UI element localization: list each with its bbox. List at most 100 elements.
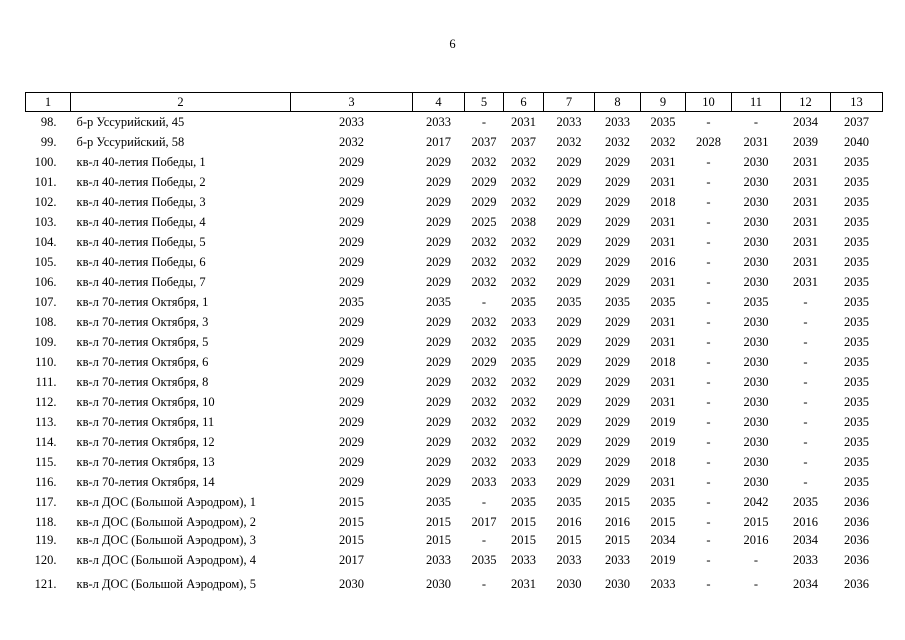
- row-number: 120.: [34, 553, 57, 567]
- year-cell: 2031: [511, 114, 536, 129]
- header-cell: 13: [830, 92, 883, 112]
- year-cell: 2031: [650, 175, 676, 189]
- year-cell: 2031: [650, 375, 676, 389]
- address-cell: кв-л 70-летия Октября, 11: [76, 415, 215, 429]
- year-cell: 2035: [426, 295, 451, 309]
- year-cell: 2032: [471, 155, 497, 169]
- year-cell: 2033: [556, 114, 582, 129]
- year-cell: 2016: [556, 514, 582, 529]
- address-cell: кв-л ДОС (Большой Аэродром), 2: [76, 514, 256, 529]
- row-number: 99.: [40, 135, 57, 149]
- table-row: 108. кв-л 70-летия Октября, 3 2029 2029 2032…: [26, 313, 883, 333]
- year-cell: -: [706, 355, 711, 369]
- table-row: 104. кв-л 40-летия Победы, 5 2029 2029 2032 2…: [26, 233, 883, 253]
- address-cell: кв-л 70-летия Октября, 5: [76, 335, 209, 349]
- year-cell: -: [706, 215, 711, 229]
- year-cell: 2015: [339, 495, 364, 509]
- year-cell: 2032: [511, 395, 536, 409]
- table-row: 120. кв-л ДОС (Большой Аэродром), 4 2017 20…: [26, 550, 883, 572]
- year-cell: 2031: [793, 215, 818, 229]
- year-cell: 2029: [605, 315, 630, 329]
- year-cell: 2018: [650, 455, 676, 469]
- year-cell: 2030: [743, 215, 769, 229]
- header-cell: 12: [780, 92, 831, 112]
- year-cell: 2029: [556, 395, 582, 409]
- year-cell: 2035: [650, 495, 676, 509]
- year-cell: 2032: [511, 155, 536, 169]
- header-cell: 10: [685, 92, 732, 112]
- year-cell: 2038: [511, 215, 536, 229]
- address-cell: кв-л 40-летия Победы, 3: [76, 195, 206, 209]
- year-cell: 2029: [556, 195, 582, 209]
- table-row: 119. кв-л ДОС (Большой Аэродром), 3 2015 20…: [26, 532, 883, 550]
- year-cell: 2030: [743, 275, 769, 289]
- year-cell: 2033: [556, 553, 582, 567]
- year-cell: 2035: [511, 495, 536, 509]
- address-cell: кв-л 40-летия Победы, 5: [76, 235, 206, 249]
- address-cell: кв-л 40-летия Победы, 7: [76, 275, 206, 289]
- year-cell: 2035: [650, 295, 676, 309]
- year-cell: 2029: [339, 375, 364, 389]
- row-number: 113.: [35, 415, 57, 429]
- year-cell: 2032: [471, 395, 497, 409]
- year-cell: 2015: [511, 514, 536, 529]
- year-cell: 2035: [844, 455, 869, 469]
- year-cell: 2029: [605, 175, 630, 189]
- year-cell: 2033: [605, 114, 630, 129]
- year-cell: 2029: [556, 215, 582, 229]
- year-cell: 2029: [605, 375, 630, 389]
- year-cell: 2029: [605, 435, 630, 449]
- year-cell: 2030: [743, 175, 769, 189]
- year-cell: -: [481, 533, 487, 547]
- year-cell: 2035: [650, 114, 676, 129]
- row-number: 103.: [34, 215, 57, 229]
- address-cell: кв-л 40-летия Победы, 1: [76, 155, 206, 169]
- year-cell: -: [803, 395, 808, 409]
- year-cell: 2036: [844, 495, 869, 509]
- year-cell: -: [706, 576, 711, 591]
- year-cell: 2032: [471, 335, 497, 349]
- year-cell: 2033: [471, 475, 497, 489]
- year-cell: -: [706, 415, 711, 429]
- year-cell: 2031: [650, 155, 676, 169]
- year-cell: 2029: [339, 255, 364, 269]
- table-row: 116. кв-л 70-летия Октября, 14 2029 2029 203…: [26, 473, 883, 493]
- year-cell: 2029: [339, 355, 364, 369]
- row-number: 112.: [35, 395, 57, 409]
- year-cell: 2033: [793, 553, 818, 567]
- year-cell: -: [481, 295, 487, 309]
- table-row: 112. кв-л 70-летия Октября, 10 2029 2029 203…: [26, 393, 883, 413]
- year-cell: 2035: [844, 235, 869, 249]
- row-number: 102.: [34, 195, 57, 209]
- year-cell: 2035: [844, 195, 869, 209]
- year-cell: -: [706, 475, 711, 489]
- year-cell: 2030: [605, 576, 630, 591]
- header-cell: 3: [290, 92, 413, 112]
- year-cell: 2031: [793, 195, 818, 209]
- year-cell: -: [803, 455, 808, 469]
- year-cell: 2036: [844, 533, 869, 547]
- year-cell: -: [706, 495, 711, 509]
- year-cell: 2034: [793, 533, 818, 547]
- year-cell: 2017: [339, 553, 364, 567]
- year-cell: 2016: [650, 255, 676, 269]
- year-cell: 2030: [743, 255, 769, 269]
- address-cell: кв-л 40-летия Победы, 6: [76, 255, 206, 269]
- year-cell: 2037: [511, 135, 536, 149]
- row-number: 98.: [40, 114, 57, 129]
- year-cell: 2029: [426, 255, 451, 269]
- year-cell: 2029: [556, 235, 582, 249]
- year-cell: 2032: [511, 195, 536, 209]
- year-cell: 2015: [511, 533, 536, 547]
- year-cell: 2030: [339, 576, 364, 591]
- header-cell: 7: [543, 92, 595, 112]
- year-cell: 2029: [426, 455, 451, 469]
- year-cell: 2029: [556, 315, 582, 329]
- year-cell: 2031: [650, 475, 676, 489]
- data-table: 1 2 3 4 5 6 7 8 9 10 11 12 13 98. б-р Уссурийский, 45…: [25, 92, 883, 597]
- year-cell: -: [706, 395, 711, 409]
- year-cell: 2029: [556, 275, 582, 289]
- year-cell: 2032: [471, 455, 497, 469]
- year-cell: 2030: [743, 355, 769, 369]
- year-cell: 2015: [426, 533, 451, 547]
